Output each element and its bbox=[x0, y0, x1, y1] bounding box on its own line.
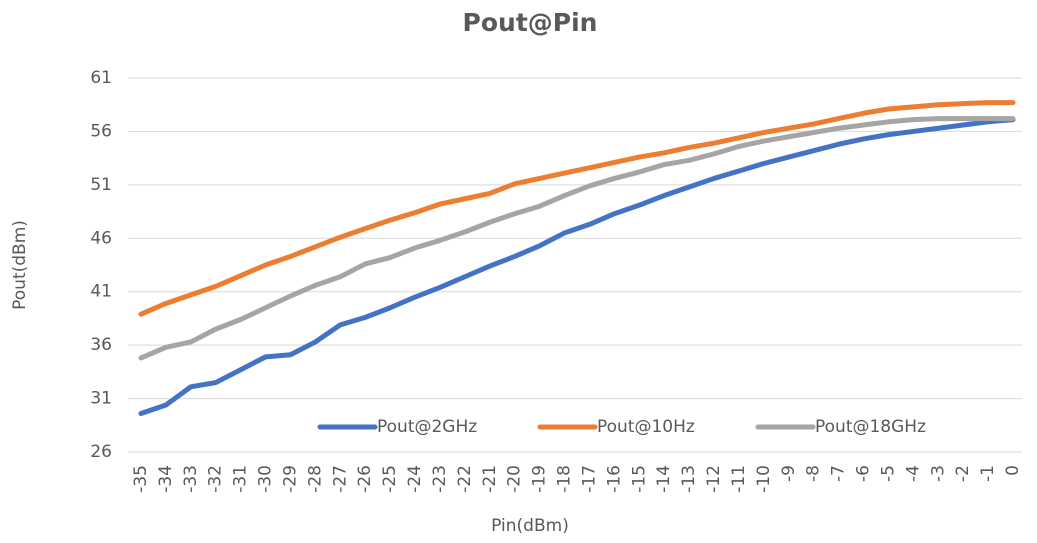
x-tick-label: -22 bbox=[455, 465, 475, 493]
y-tick-label: 56 bbox=[90, 121, 112, 141]
x-tick-label: -24 bbox=[405, 465, 425, 493]
x-tick-label: -18 bbox=[555, 465, 575, 493]
x-tick-label: -23 bbox=[430, 465, 450, 493]
x-tick-label: -12 bbox=[704, 465, 724, 493]
chart-title: Pout@Pin bbox=[463, 8, 598, 37]
y-tick-label: 61 bbox=[90, 68, 112, 88]
x-tick-label: -19 bbox=[530, 465, 550, 493]
y-tick-label: 26 bbox=[90, 442, 112, 462]
x-tick-label: -21 bbox=[480, 465, 500, 493]
legend-label: Pout@10Hz bbox=[597, 417, 695, 437]
x-tick-label: -4 bbox=[903, 465, 923, 482]
x-tick-label: 0 bbox=[1003, 465, 1023, 476]
x-tick-label: -34 bbox=[156, 465, 176, 493]
x-tick-label: -26 bbox=[355, 465, 375, 493]
x-tick-label: -29 bbox=[280, 465, 300, 493]
x-tick-label: -5 bbox=[878, 465, 898, 482]
x-tick-label: -1 bbox=[978, 465, 998, 482]
y-tick-label: 36 bbox=[90, 335, 112, 355]
y-axis-label: Pout(dBm) bbox=[10, 220, 30, 310]
x-tick-label: -32 bbox=[206, 465, 226, 493]
y-tick-label: 51 bbox=[90, 175, 112, 195]
legend-label: Pout@18GHz bbox=[815, 417, 926, 437]
x-tick-label: -27 bbox=[330, 465, 350, 493]
y-tick-label: 46 bbox=[90, 228, 112, 248]
series-line bbox=[138, 117, 1016, 417]
x-tick-label: -3 bbox=[928, 465, 948, 482]
x-tick-label: -7 bbox=[829, 465, 849, 482]
x-tick-label: -20 bbox=[505, 465, 525, 493]
x-tick-label: -31 bbox=[231, 465, 251, 493]
x-tick-label: -35 bbox=[131, 465, 151, 493]
y-tick-label: 41 bbox=[90, 282, 112, 302]
x-tick-label: -33 bbox=[181, 465, 201, 493]
x-axis-label: Pin(dBm) bbox=[491, 516, 569, 536]
x-tick-label: -14 bbox=[654, 465, 674, 493]
x-tick-label: -2 bbox=[953, 465, 973, 482]
series-line bbox=[138, 116, 1016, 361]
x-tick-label: -30 bbox=[256, 465, 276, 493]
x-tick-label: -15 bbox=[629, 465, 649, 493]
x-tick-label: -6 bbox=[854, 465, 874, 482]
x-tick-label: -9 bbox=[779, 465, 799, 482]
x-tick-label: -10 bbox=[754, 465, 774, 493]
legend-label: Pout@2GHz bbox=[377, 417, 477, 437]
x-tick-label: -8 bbox=[804, 465, 824, 482]
x-tick-label: -11 bbox=[729, 465, 749, 493]
y-tick-label: 31 bbox=[90, 389, 112, 409]
series-line bbox=[138, 100, 1016, 317]
x-tick-label: -17 bbox=[579, 465, 599, 493]
x-tick-label: -13 bbox=[679, 465, 699, 493]
x-tick-label: -28 bbox=[305, 465, 325, 493]
x-tick-label: -25 bbox=[380, 465, 400, 493]
x-tick-label: -16 bbox=[604, 465, 624, 493]
